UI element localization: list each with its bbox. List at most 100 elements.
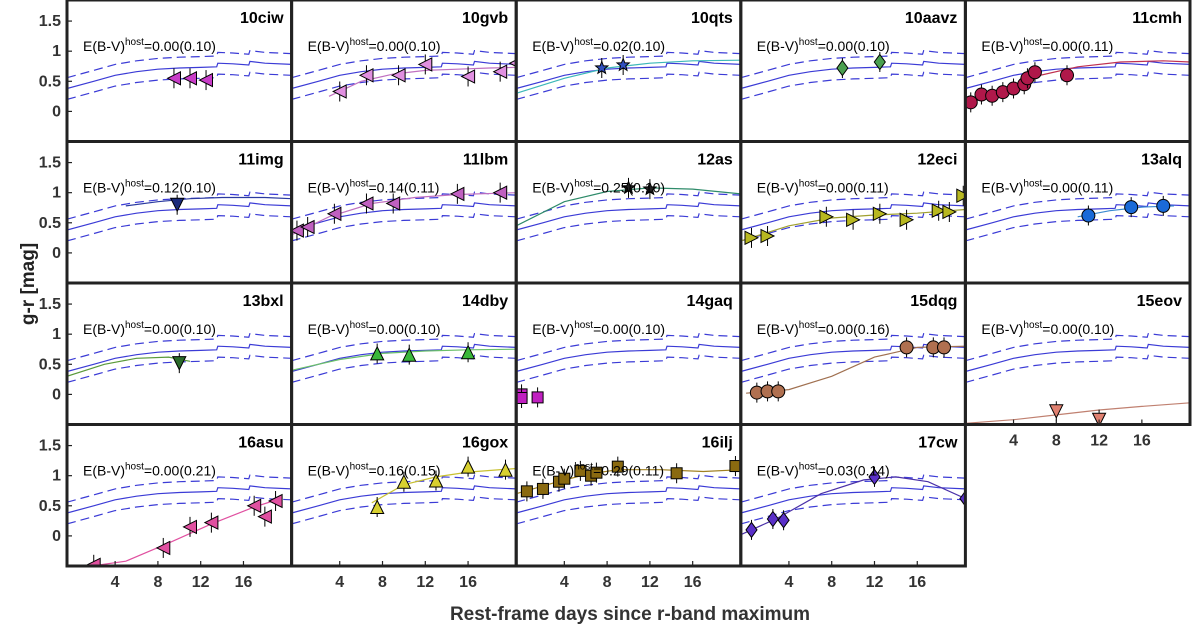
template-lower-bound xyxy=(965,71,1191,100)
template-upper-bound xyxy=(291,332,517,362)
data-point xyxy=(508,59,517,68)
data-point xyxy=(257,509,272,524)
fit-curve xyxy=(291,348,517,371)
plot-area xyxy=(965,49,1191,113)
template-lower-bound xyxy=(965,354,1191,383)
template-mean xyxy=(740,343,966,373)
template-lower-bound xyxy=(291,496,517,525)
panel-title: 11lbm xyxy=(463,152,508,169)
template-mean xyxy=(67,60,292,90)
data-point xyxy=(1027,65,1042,80)
panel-16ilj: 16ilj E(B-V)host=0.29(0.11) 4 8 12 16 xyxy=(514,423,743,591)
template-mean xyxy=(67,202,292,231)
x-tick-label: 4 xyxy=(784,574,793,591)
panel-title: 14dby xyxy=(462,293,508,310)
x-tick-label: 8 xyxy=(378,574,387,591)
data-point xyxy=(1091,412,1107,425)
x-axis-label: Rest-frame days since r-band maximum xyxy=(450,604,810,625)
panel-title: 10gvb xyxy=(462,10,508,27)
data-point xyxy=(516,392,528,405)
data-point xyxy=(267,493,283,509)
ebv-label: E(B-V)host=0.14(0.11) xyxy=(308,179,440,196)
template-upper-bound xyxy=(291,191,517,220)
ebv-label: E(B-V)host=0.00(0.10) xyxy=(83,320,216,337)
template-lower-bound xyxy=(516,496,741,525)
data-point xyxy=(358,196,374,211)
plot-area xyxy=(67,191,292,242)
ebv-label: E(B-V)host=0.00(0.11) xyxy=(757,179,889,196)
data-point xyxy=(1081,208,1096,223)
template-lower-bound xyxy=(516,213,741,242)
plot-area xyxy=(291,332,517,383)
panel-10ciw: 10ciw E(B-V)host=0.00(0.10) 0 0.5 1 1.5 xyxy=(39,0,294,143)
plot-area xyxy=(965,332,1191,425)
data-point xyxy=(299,219,315,235)
panel-title: 12as xyxy=(697,152,733,169)
ebv-label: E(B-V)host=0.00(0.11) xyxy=(981,37,1113,54)
data-point xyxy=(819,209,835,225)
panel-title: 10aavz xyxy=(905,10,958,27)
fit-curve xyxy=(125,196,292,207)
data-point xyxy=(937,340,952,355)
template-upper-bound xyxy=(67,474,292,503)
template-mean xyxy=(291,485,517,514)
data-point xyxy=(369,499,385,514)
template-mean xyxy=(516,202,741,231)
template-upper-bound xyxy=(67,332,292,362)
y-tick-label: 1.5 xyxy=(39,438,61,455)
data-point xyxy=(760,228,776,244)
template-mean xyxy=(516,60,741,90)
y-tick-label: 0 xyxy=(52,245,61,262)
fit-curve xyxy=(516,59,741,94)
data-point xyxy=(536,482,549,495)
panel-title: 11cmh xyxy=(1132,10,1182,27)
y-tick-label: 0.5 xyxy=(39,215,61,232)
y-tick-label: 1 xyxy=(52,326,61,343)
y-tick-label: 0.5 xyxy=(39,498,61,515)
panel-12as: 12as E(B-V)host=0.25(0.10) xyxy=(514,140,743,285)
template-lower-bound xyxy=(67,496,292,525)
panel-11cmh: 11cmh E(B-V)host=0.00(0.11) xyxy=(963,0,1192,143)
data-point xyxy=(836,59,849,77)
template-lower-bound xyxy=(965,213,1191,242)
ebv-label: E(B-V)host=0.29(0.11) xyxy=(532,462,664,479)
y-tick-label: 0 xyxy=(52,528,61,545)
data-point xyxy=(942,204,958,220)
data-point xyxy=(670,467,683,480)
data-point xyxy=(615,57,631,72)
template-lower-bound xyxy=(67,213,292,242)
panel-15eov: 15eov E(B-V)host=0.00(0.10) 4 8 12 16 xyxy=(963,281,1192,450)
y-axis-label: g-r [mag] xyxy=(18,243,39,325)
data-point xyxy=(460,458,476,474)
template-mean xyxy=(67,485,292,514)
template-upper-bound xyxy=(965,191,1191,220)
panel-14dby: 14dby E(B-V)host=0.00(0.10) xyxy=(290,281,518,426)
plot-area xyxy=(67,332,292,383)
panel-title: 10qts xyxy=(691,10,733,27)
template-upper-bound xyxy=(965,49,1191,79)
plot-area xyxy=(965,191,1191,242)
ebv-label: E(B-V)host=0.25(0.10) xyxy=(532,179,665,196)
fit-curve xyxy=(328,66,517,97)
panel-title: 11img xyxy=(238,152,283,169)
panel-frame xyxy=(739,423,967,568)
panel-frame xyxy=(963,281,1192,426)
data-point xyxy=(520,485,533,498)
data-point xyxy=(428,472,444,488)
panel-title: 13alq xyxy=(1141,152,1182,169)
x-tick-label: 12 xyxy=(641,574,659,591)
template-upper-bound xyxy=(516,474,741,503)
ebv-label: E(B-V)host=0.00(0.10) xyxy=(981,320,1114,337)
x-tick-label: 4 xyxy=(111,574,120,591)
plot-area xyxy=(740,466,966,540)
template-mean xyxy=(291,343,517,373)
data-point xyxy=(332,84,347,99)
panel-11img: 11img E(B-V)host=0.12(0.10) 0 0.5 1 1.5 xyxy=(39,140,294,285)
template-upper-bound xyxy=(67,49,292,79)
panel-17cw: 17cw E(B-V)host=0.03(0.14) 4 8 12 16 xyxy=(739,423,967,591)
template-upper-bound xyxy=(516,49,741,79)
plot-area xyxy=(516,332,741,409)
y-tick-label: 0.5 xyxy=(39,73,61,90)
template-mean xyxy=(965,60,1191,90)
